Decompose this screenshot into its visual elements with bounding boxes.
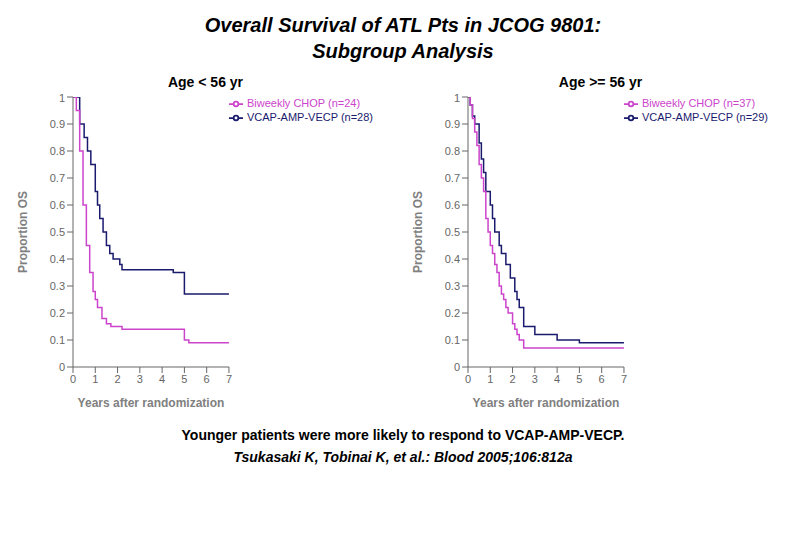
html-text:VCAP-AMP-VECP (n=28): VCAP-AMP-VECP (n=28) [247, 111, 373, 124]
html-text:Overall Survival of ATL Pts in: Overall Survival of ATL Pts in JCOG 9801… [204, 14, 602, 36]
svg-text:0.6: 0.6 [445, 199, 460, 211]
svg-text:0: 0 [454, 361, 460, 373]
svg-text:7: 7 [621, 373, 627, 385]
svg-text:Proportion OS: Proportion OS [411, 191, 425, 273]
html-text:Tsukasaki K, Tobinai K, et al.: Tsukasaki K, Tobinai K, et al.: Blood 20… [233, 449, 573, 465]
svg-text:2: 2 [509, 373, 515, 385]
svg-text:Years after randomization: Years after randomization [78, 396, 225, 410]
svg-text:0.2: 0.2 [50, 307, 65, 319]
svg-text:3: 3 [137, 373, 143, 385]
html-text:Younger patients were more lik: Younger patients were more likely to res… [181, 427, 625, 443]
html-text:Subgroup Analysis: Subgroup Analysis [312, 40, 494, 62]
svg-text:0.3: 0.3 [445, 280, 460, 292]
svg-text:0.9: 0.9 [445, 118, 460, 130]
svg-text:0.6: 0.6 [50, 199, 65, 211]
svg-text:0.7: 0.7 [50, 172, 65, 184]
svg-text:0.4: 0.4 [445, 253, 460, 265]
svg-text:4: 4 [554, 373, 560, 385]
svg-text:2: 2 [114, 373, 120, 385]
svg-text:0.5: 0.5 [445, 226, 460, 238]
svg-text:1: 1 [454, 92, 460, 104]
svg-text:3: 3 [532, 373, 538, 385]
svg-text:0.9: 0.9 [50, 118, 65, 130]
svg-text:1: 1 [487, 373, 493, 385]
svg-text:0.1: 0.1 [50, 334, 65, 346]
svg-text:0: 0 [70, 373, 76, 385]
svg-text:4: 4 [159, 373, 165, 385]
html-text:Biweekly CHOP (n=37): Biweekly CHOP (n=37) [642, 97, 756, 109]
svg-text:1: 1 [59, 92, 65, 104]
svg-text:0: 0 [59, 361, 65, 373]
svg-text:0.5: 0.5 [50, 226, 65, 238]
svg-text:6: 6 [204, 373, 210, 385]
html-text:Biweekly CHOP (n=24): Biweekly CHOP (n=24) [247, 97, 361, 109]
html-text:VCAP-AMP-VECP (n=29): VCAP-AMP-VECP (n=29) [642, 111, 768, 124]
svg-text:Years after randomization: Years after randomization [473, 396, 620, 410]
svg-text:0.1: 0.1 [445, 334, 460, 346]
html-text:Age < 56 yr: Age < 56 yr [167, 74, 243, 90]
svg-text:0.8: 0.8 [445, 145, 460, 157]
svg-text:7: 7 [226, 373, 232, 385]
svg-text:1: 1 [92, 373, 98, 385]
svg-text:5: 5 [181, 373, 187, 385]
svg-text:0.3: 0.3 [50, 280, 65, 292]
html-text:Age >= 56 yr: Age >= 56 yr [558, 74, 643, 90]
svg-text:0.4: 0.4 [50, 253, 65, 265]
svg-text:0.2: 0.2 [445, 307, 460, 319]
svg-text:6: 6 [599, 373, 605, 385]
svg-text:5: 5 [576, 373, 582, 385]
svg-text:0: 0 [465, 373, 471, 385]
svg-text:0.7: 0.7 [445, 172, 460, 184]
svg-text:0.8: 0.8 [50, 145, 65, 157]
svg-text:Proportion OS: Proportion OS [16, 191, 30, 273]
